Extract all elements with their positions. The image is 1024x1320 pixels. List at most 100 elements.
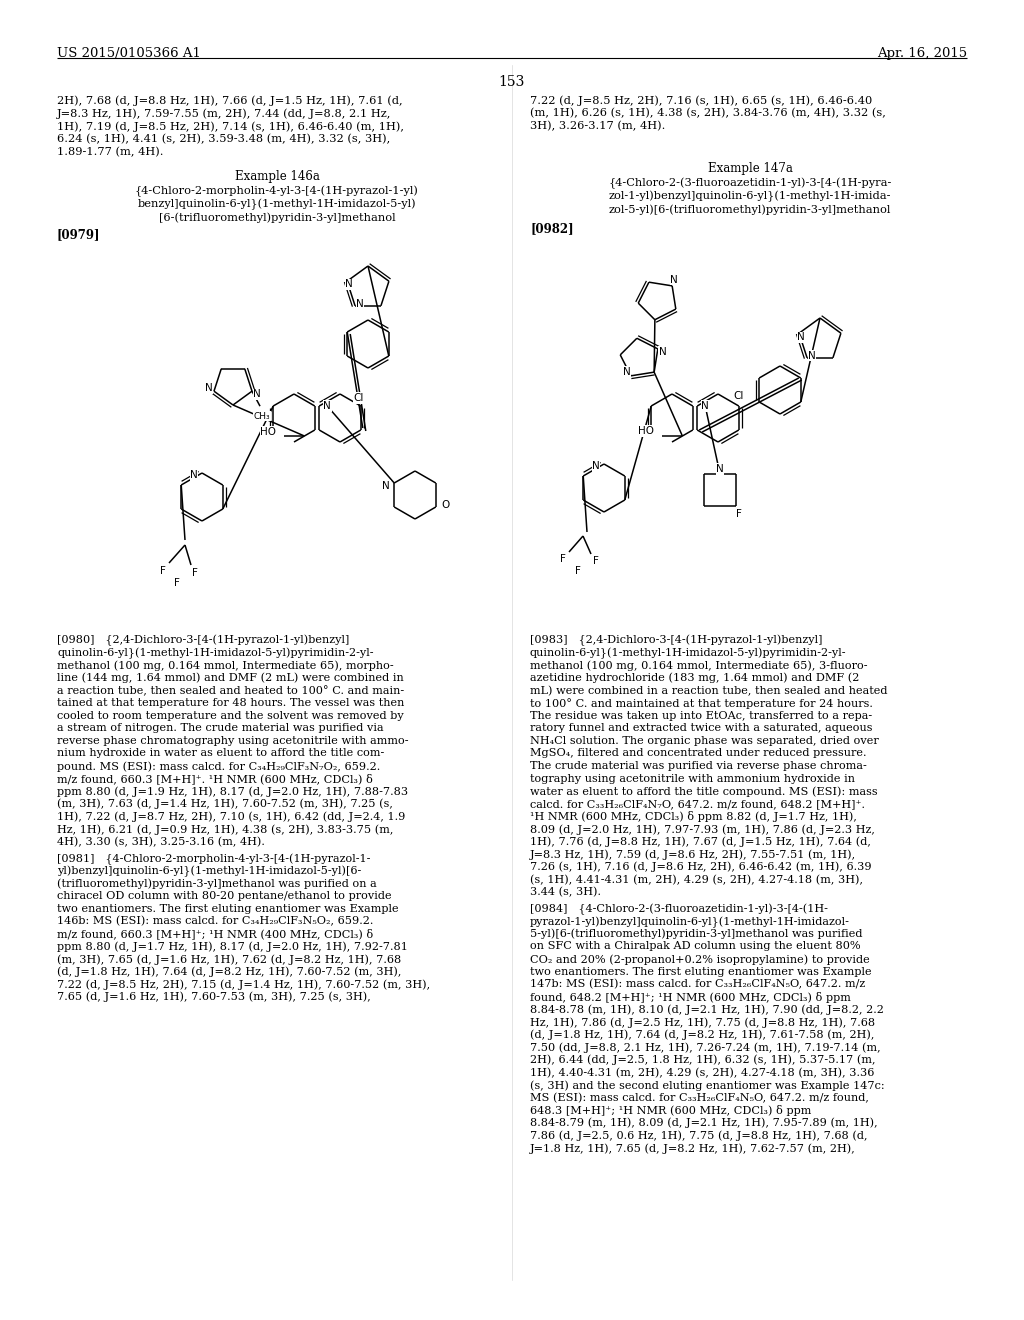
Text: Hz, 1H), 6.21 (d, J=0.9 Hz, 1H), 4.38 (s, 2H), 3.83-3.75 (m,: Hz, 1H), 6.21 (d, J=0.9 Hz, 1H), 4.38 (s… [57, 824, 393, 834]
Text: calcd. for C₃₃H₂₆ClF₄N₇O, 647.2. m/z found, 648.2 [M+H]⁺.: calcd. for C₃₃H₂₆ClF₄N₇O, 647.2. m/z fou… [530, 799, 865, 809]
Text: ppm 8.80 (d, J=1.9 Hz, 1H), 8.17 (d, J=2.0 Hz, 1H), 7.88-7.83: ppm 8.80 (d, J=1.9 Hz, 1H), 8.17 (d, J=2… [57, 787, 409, 797]
Text: F: F [560, 554, 566, 564]
Text: mL) were combined in a reaction tube, then sealed and heated: mL) were combined in a reaction tube, th… [530, 685, 888, 696]
Text: cooled to room temperature and the solvent was removed by: cooled to room temperature and the solve… [57, 710, 403, 721]
Text: line (144 mg, 1.64 mmol) and DMF (2 mL) were combined in: line (144 mg, 1.64 mmol) and DMF (2 mL) … [57, 673, 403, 684]
Text: a stream of nitrogen. The crude material was purified via: a stream of nitrogen. The crude material… [57, 723, 384, 733]
Text: [6-(trifluoromethyl)pyridin-3-yl]methanol: [6-(trifluoromethyl)pyridin-3-yl]methano… [159, 213, 395, 223]
Text: [0982]: [0982] [530, 222, 573, 235]
Text: 7.22 (d, J=8.5 Hz, 2H), 7.15 (d, J=1.4 Hz, 1H), 7.60-7.52 (m, 3H),: 7.22 (d, J=8.5 Hz, 2H), 7.15 (d, J=1.4 H… [57, 979, 430, 990]
Text: 7.50 (dd, J=8.8, 2.1 Hz, 1H), 7.26-7.24 (m, 1H), 7.19-7.14 (m,: 7.50 (dd, J=8.8, 2.1 Hz, 1H), 7.26-7.24 … [530, 1043, 881, 1053]
Text: N: N [592, 461, 600, 471]
Text: N: N [345, 280, 353, 289]
Text: 5-yl)[6-(trifluoromethyl)pyridin-3-yl]methanol was purified: 5-yl)[6-(trifluoromethyl)pyridin-3-yl]me… [530, 929, 862, 940]
Text: 3H), 3.26-3.17 (m, 4H).: 3H), 3.26-3.17 (m, 4H). [530, 121, 666, 132]
Text: MS (ESI): mass calcd. for C₃₃H₂₆ClF₄N₅O, 647.2. m/z found,: MS (ESI): mass calcd. for C₃₃H₂₆ClF₄N₅O,… [530, 1093, 869, 1104]
Text: The residue was taken up into EtOAc, transferred to a repa-: The residue was taken up into EtOAc, tra… [530, 710, 872, 721]
Text: [0984]   {4-Chloro-2-(3-fluoroazetidin-1-yl)-3-[4-(1H-: [0984] {4-Chloro-2-(3-fluoroazetidin-1-y… [530, 904, 827, 915]
Text: (s, 1H), 4.41-4.31 (m, 2H), 4.29 (s, 2H), 4.27-4.18 (m, 3H),: (s, 1H), 4.41-4.31 (m, 2H), 4.29 (s, 2H)… [530, 874, 863, 884]
Text: N: N [798, 333, 805, 342]
Text: F: F [193, 568, 198, 578]
Text: Example 146a: Example 146a [234, 170, 319, 183]
Text: Hz, 1H), 7.86 (d, J=2.5 Hz, 1H), 7.75 (d, J=8.8 Hz, 1H), 7.68: Hz, 1H), 7.86 (d, J=2.5 Hz, 1H), 7.75 (d… [530, 1016, 876, 1027]
Text: (m, 3H), 7.65 (d, J=1.6 Hz, 1H), 7.62 (d, J=8.2 Hz, 1H), 7.68: (m, 3H), 7.65 (d, J=1.6 Hz, 1H), 7.62 (d… [57, 954, 401, 965]
Text: water as eluent to afford the title compound. MS (ESI): mass: water as eluent to afford the title comp… [530, 787, 878, 797]
Text: HO: HO [638, 426, 654, 436]
Text: 7.65 (d, J=1.6 Hz, 1H), 7.60-7.53 (m, 3H), 7.25 (s, 3H),: 7.65 (d, J=1.6 Hz, 1H), 7.60-7.53 (m, 3H… [57, 991, 371, 1002]
Text: two enantiomers. The first eluting enantiomer was Example: two enantiomers. The first eluting enant… [57, 904, 398, 913]
Text: Cl: Cl [353, 393, 364, 403]
Text: (trifluoromethyl)pyridin-3-yl]methanol was purified on a: (trifluoromethyl)pyridin-3-yl]methanol w… [57, 878, 377, 888]
Text: (m, 3H), 7.63 (d, J=1.4 Hz, 1H), 7.60-7.52 (m, 3H), 7.25 (s,: (m, 3H), 7.63 (d, J=1.4 Hz, 1H), 7.60-7.… [57, 799, 393, 809]
Text: (d, J=1.8 Hz, 1H), 7.64 (d, J=8.2 Hz, 1H), 7.60-7.52 (m, 3H),: (d, J=1.8 Hz, 1H), 7.64 (d, J=8.2 Hz, 1H… [57, 966, 401, 977]
Text: F: F [736, 510, 742, 519]
Text: a reaction tube, then sealed and heated to 100° C. and main-: a reaction tube, then sealed and heated … [57, 685, 404, 696]
Text: 7.86 (d, J=2.5, 0.6 Hz, 1H), 7.75 (d, J=8.8 Hz, 1H), 7.68 (d,: 7.86 (d, J=2.5, 0.6 Hz, 1H), 7.75 (d, J=… [530, 1130, 867, 1140]
Text: O: O [441, 500, 450, 510]
Text: MgSO₄, filtered and concentrated under reduced pressure.: MgSO₄, filtered and concentrated under r… [530, 748, 866, 759]
Text: N: N [356, 298, 364, 309]
Text: N: N [190, 470, 198, 480]
Text: N: N [808, 351, 816, 360]
Text: ratory funnel and extracted twice with a saturated, aqueous: ratory funnel and extracted twice with a… [530, 723, 872, 733]
Text: N: N [623, 367, 631, 376]
Text: m/z found, 660.3 [M+H]⁺. ¹H NMR (600 MHz, CDCl₃) δ: m/z found, 660.3 [M+H]⁺. ¹H NMR (600 MHz… [57, 774, 373, 784]
Text: benzyl]quinolin-6-yl}(1-methyl-1H-imidazol-5-yl): benzyl]quinolin-6-yl}(1-methyl-1H-imidaz… [137, 199, 417, 210]
Text: NH₄Cl solution. The organic phase was separated, dried over: NH₄Cl solution. The organic phase was se… [530, 735, 879, 746]
Text: tained at that temperature for 48 hours. The vessel was then: tained at that temperature for 48 hours.… [57, 698, 404, 708]
Text: pound. MS (ESI): mass calcd. for C₃₄H₂₉ClF₃N₇O₂, 659.2.: pound. MS (ESI): mass calcd. for C₃₄H₂₉C… [57, 762, 380, 772]
Text: N: N [324, 401, 331, 411]
Text: Apr. 16, 2015: Apr. 16, 2015 [877, 48, 967, 59]
Text: zol-1-yl)benzyl]quinolin-6-yl}(1-methyl-1H-imida-: zol-1-yl)benzyl]quinolin-6-yl}(1-methyl-… [608, 191, 891, 202]
Text: 1.89-1.77 (m, 4H).: 1.89-1.77 (m, 4H). [57, 147, 164, 157]
Text: F: F [593, 556, 599, 566]
Text: (d, J=1.8 Hz, 1H), 7.64 (d, J=8.2 Hz, 1H), 7.61-7.58 (m, 2H),: (d, J=1.8 Hz, 1H), 7.64 (d, J=8.2 Hz, 1H… [530, 1030, 874, 1040]
Text: azetidine hydrochloride (183 mg, 1.64 mmol) and DMF (2: azetidine hydrochloride (183 mg, 1.64 mm… [530, 673, 859, 684]
Text: 153: 153 [499, 75, 525, 88]
Text: N: N [253, 389, 261, 399]
Text: m/z found, 660.3 [M+H]⁺; ¹H NMR (400 MHz, CDCl₃) δ: m/z found, 660.3 [M+H]⁺; ¹H NMR (400 MHz… [57, 929, 374, 940]
Text: 8.84-8.79 (m, 1H), 8.09 (d, J=2.1 Hz, 1H), 7.95-7.89 (m, 1H),: 8.84-8.79 (m, 1H), 8.09 (d, J=2.1 Hz, 1H… [530, 1118, 878, 1129]
Text: methanol (100 mg, 0.164 mmol, Intermediate 65), morpho-: methanol (100 mg, 0.164 mmol, Intermedia… [57, 660, 393, 671]
Text: N: N [716, 465, 724, 474]
Text: pyrazol-1-yl)benzyl]quinolin-6-yl}(1-methyl-1H-imidazol-: pyrazol-1-yl)benzyl]quinolin-6-yl}(1-met… [530, 916, 850, 928]
Text: 147b: MS (ESI): mass calcd. for C₃₃H₂₆ClF₄N₅O, 647.2. m/z: 147b: MS (ESI): mass calcd. for C₃₃H₂₆Cl… [530, 979, 865, 990]
Text: Example 147a: Example 147a [708, 162, 793, 176]
Text: 1H), 7.22 (d, J=8.7 Hz, 2H), 7.10 (s, 1H), 6.42 (dd, J=2.4, 1.9: 1H), 7.22 (d, J=8.7 Hz, 2H), 7.10 (s, 1H… [57, 812, 406, 822]
Text: N: N [382, 480, 390, 491]
Text: N: N [659, 347, 667, 356]
Text: 1H), 7.76 (d, J=8.8 Hz, 1H), 7.67 (d, J=1.5 Hz, 1H), 7.64 (d,: 1H), 7.76 (d, J=8.8 Hz, 1H), 7.67 (d, J=… [530, 837, 870, 847]
Text: F: F [575, 566, 581, 576]
Text: zol-5-yl)[6-(trifluoromethyl)pyridin-3-yl]methanol: zol-5-yl)[6-(trifluoromethyl)pyridin-3-y… [609, 205, 891, 215]
Text: 146b: MS (ESI): mass calcd. for C₃₄H₂₉ClF₃N₅O₂, 659.2.: 146b: MS (ESI): mass calcd. for C₃₄H₂₉Cl… [57, 916, 374, 927]
Text: 7.22 (d, J=8.5 Hz, 2H), 7.16 (s, 1H), 6.65 (s, 1H), 6.46-6.40: 7.22 (d, J=8.5 Hz, 2H), 7.16 (s, 1H), 6.… [530, 95, 872, 106]
Text: {4-Chloro-2-(3-fluoroazetidin-1-yl)-3-[4-(1H-pyra-: {4-Chloro-2-(3-fluoroazetidin-1-yl)-3-[4… [608, 178, 892, 189]
Text: 1H), 4.40-4.31 (m, 2H), 4.29 (s, 2H), 4.27-4.18 (m, 3H), 3.36: 1H), 4.40-4.31 (m, 2H), 4.29 (s, 2H), 4.… [530, 1068, 874, 1077]
Text: quinolin-6-yl}(1-methyl-1H-imidazol-5-yl)pyrimidin-2-yl-: quinolin-6-yl}(1-methyl-1H-imidazol-5-yl… [530, 648, 847, 659]
Text: [0979]: [0979] [57, 228, 100, 242]
Text: 1H), 7.19 (d, J=8.5 Hz, 2H), 7.14 (s, 1H), 6.46-6.40 (m, 1H),: 1H), 7.19 (d, J=8.5 Hz, 2H), 7.14 (s, 1H… [57, 121, 404, 132]
Text: 8.84-8.78 (m, 1H), 8.10 (d, J=2.1 Hz, 1H), 7.90 (dd, J=8.2, 2.2: 8.84-8.78 (m, 1H), 8.10 (d, J=2.1 Hz, 1H… [530, 1005, 884, 1015]
Text: to 100° C. and maintained at that temperature for 24 hours.: to 100° C. and maintained at that temper… [530, 698, 872, 709]
Text: two enantiomers. The first eluting enantiomer was Example: two enantiomers. The first eluting enant… [530, 966, 871, 977]
Text: ¹H NMR (600 MHz, CDCl₃) δ ppm 8.82 (d, J=1.7 Hz, 1H),: ¹H NMR (600 MHz, CDCl₃) δ ppm 8.82 (d, J… [530, 812, 857, 822]
Text: [0983]   {2,4-Dichloro-3-[4-(1H-pyrazol-1-yl)benzyl]: [0983] {2,4-Dichloro-3-[4-(1H-pyrazol-1-… [530, 635, 822, 647]
Text: J=8.3 Hz, 1H), 7.59 (d, J=8.6 Hz, 2H), 7.55-7.51 (m, 1H),: J=8.3 Hz, 1H), 7.59 (d, J=8.6 Hz, 2H), 7… [530, 849, 856, 859]
Text: yl)benzyl]quinolin-6-yl}(1-methyl-1H-imidazol-5-yl)[6-: yl)benzyl]quinolin-6-yl}(1-methyl-1H-imi… [57, 866, 361, 878]
Text: 7.26 (s, 1H), 7.16 (d, J=8.6 Hz, 2H), 6.46-6.42 (m, 1H), 6.39: 7.26 (s, 1H), 7.16 (d, J=8.6 Hz, 2H), 6.… [530, 862, 871, 873]
Text: 648.3 [M+H]⁺; ¹H NMR (600 MHz, CDCl₃) δ ppm: 648.3 [M+H]⁺; ¹H NMR (600 MHz, CDCl₃) δ … [530, 1105, 811, 1117]
Text: {4-Chloro-2-morpholin-4-yl-3-[4-(1H-pyrazol-1-yl): {4-Chloro-2-morpholin-4-yl-3-[4-(1H-pyra… [135, 186, 419, 198]
Text: [0980]   {2,4-Dichloro-3-[4-(1H-pyrazol-1-yl)benzyl]: [0980] {2,4-Dichloro-3-[4-(1H-pyrazol-1-… [57, 635, 349, 647]
Text: on SFC with a Chiralpak AD column using the eluent 80%: on SFC with a Chiralpak AD column using … [530, 941, 860, 952]
Text: tography using acetonitrile with ammonium hydroxide in: tography using acetonitrile with ammoniu… [530, 774, 855, 784]
Text: 2H), 7.68 (d, J=8.8 Hz, 1H), 7.66 (d, J=1.5 Hz, 1H), 7.61 (d,: 2H), 7.68 (d, J=8.8 Hz, 1H), 7.66 (d, J=… [57, 95, 402, 106]
Text: quinolin-6-yl}(1-methyl-1H-imidazol-5-yl)pyrimidin-2-yl-: quinolin-6-yl}(1-methyl-1H-imidazol-5-yl… [57, 648, 374, 659]
Text: N: N [205, 383, 213, 393]
Text: F: F [174, 578, 180, 587]
Text: HO: HO [260, 426, 276, 437]
Text: 6.24 (s, 1H), 4.41 (s, 2H), 3.59-3.48 (m, 4H), 3.32 (s, 3H),: 6.24 (s, 1H), 4.41 (s, 2H), 3.59-3.48 (m… [57, 135, 390, 144]
Text: chiracel OD column with 80-20 pentane/ethanol to provide: chiracel OD column with 80-20 pentane/et… [57, 891, 391, 902]
Text: F: F [160, 566, 166, 576]
Text: 8.09 (d, J=2.0 Hz, 1H), 7.97-7.93 (m, 1H), 7.86 (d, J=2.3 Hz,: 8.09 (d, J=2.0 Hz, 1H), 7.97-7.93 (m, 1H… [530, 824, 874, 834]
Text: nium hydroxide in water as eluent to afford the title com-: nium hydroxide in water as eluent to aff… [57, 748, 384, 759]
